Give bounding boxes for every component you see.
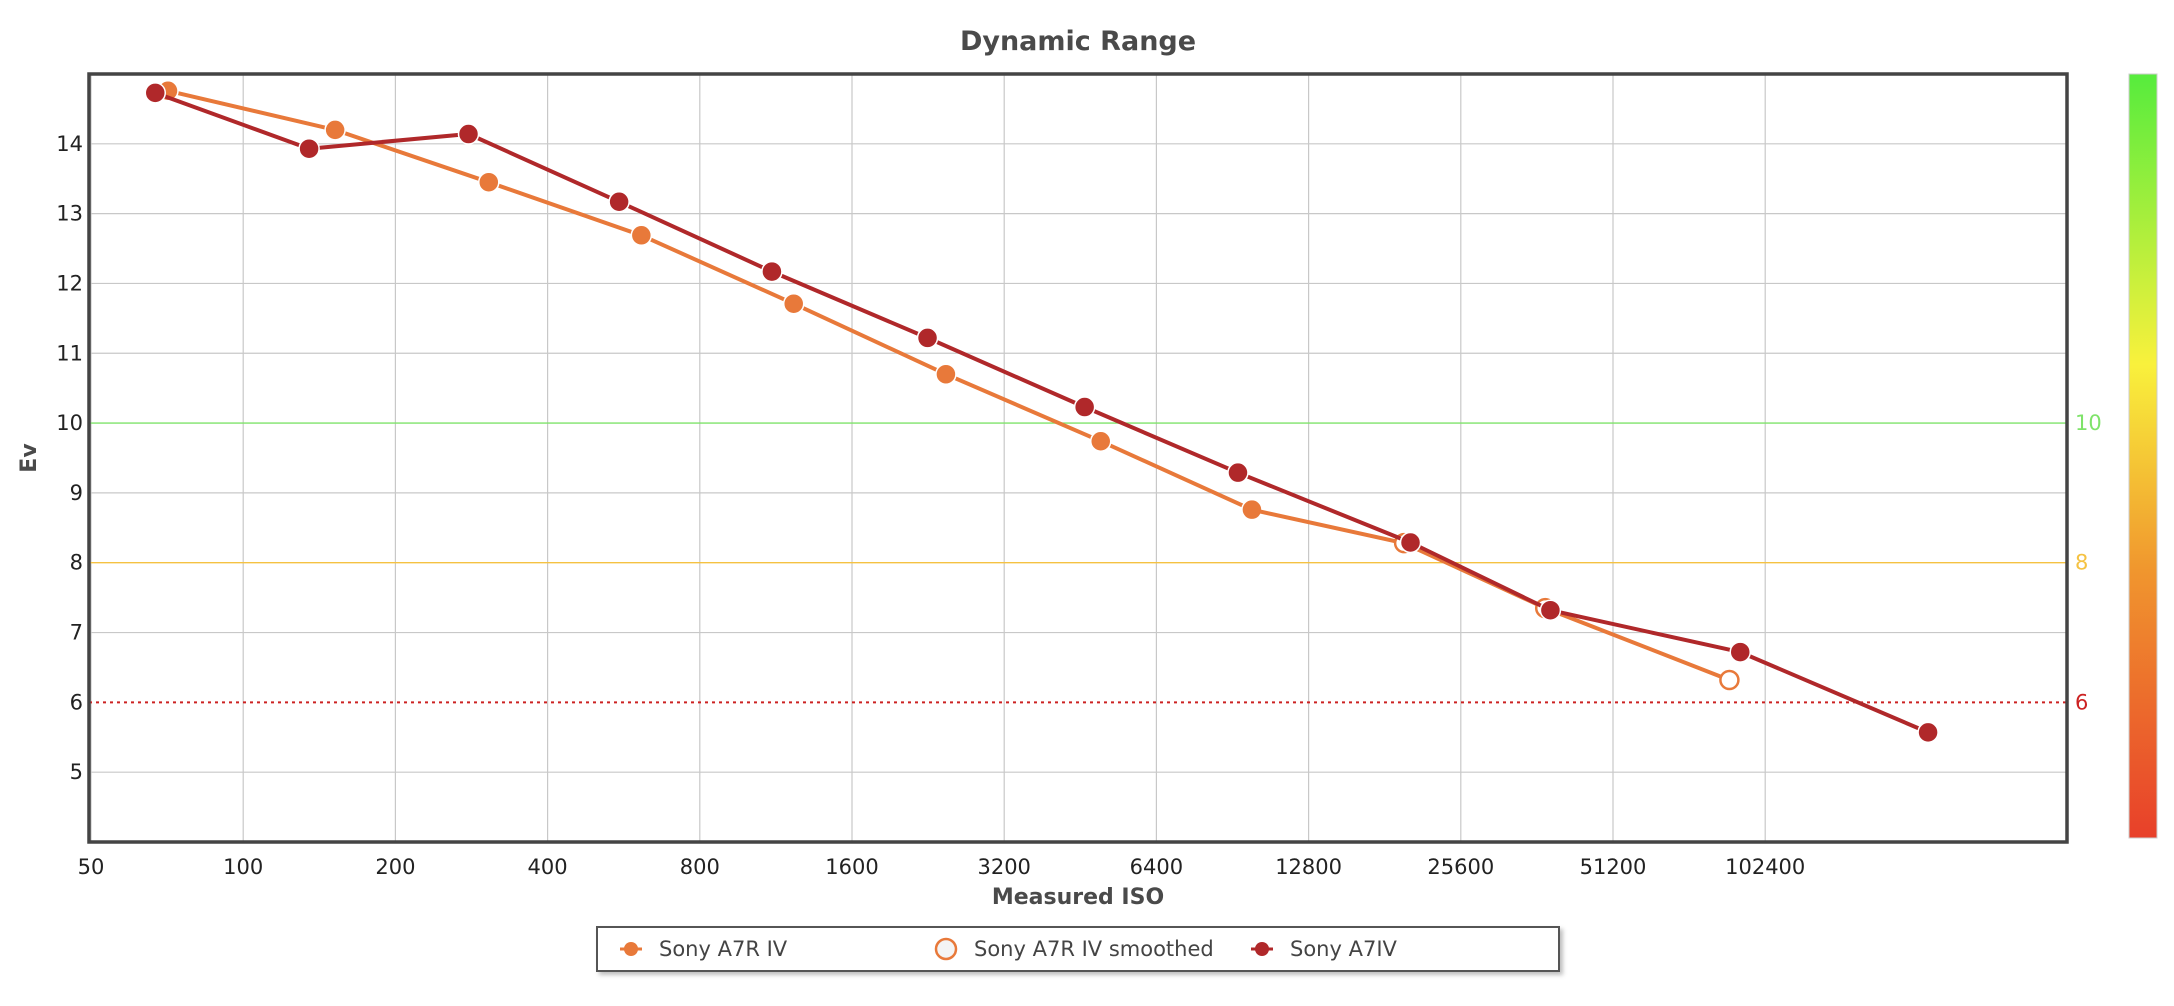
legend-marker bbox=[624, 942, 638, 956]
legend-label: Sony A7IV bbox=[1290, 937, 1398, 961]
data-point[interactable] bbox=[1719, 669, 1740, 691]
legend-item[interactable]: Sony A7IV bbox=[1251, 937, 1398, 961]
data-point[interactable] bbox=[1399, 531, 1422, 554]
legend-label: Sony A7R IV smoothed bbox=[974, 937, 1214, 961]
y-axis-title: Ev bbox=[17, 443, 42, 473]
x-tick-label: 51200 bbox=[1580, 855, 1647, 879]
data-point[interactable] bbox=[1729, 641, 1751, 663]
data-point[interactable] bbox=[935, 363, 957, 385]
y-tick-label: 13 bbox=[56, 202, 83, 226]
legend-label: Sony A7R IV bbox=[659, 937, 788, 961]
chart-title: Dynamic Range bbox=[960, 26, 1196, 57]
reference-label: 6 bbox=[2075, 690, 2088, 714]
x-tick-labels: 50 100 200 400 800 1600 3200 6400 12800 25600 5120… bbox=[78, 855, 1806, 879]
data-point[interactable] bbox=[1089, 430, 1112, 452]
legend-item[interactable]: Sony A7R IV smoothed bbox=[934, 937, 1214, 961]
data-point[interactable] bbox=[324, 119, 346, 141]
legend-marker bbox=[934, 937, 958, 961]
x-tick-label: 800 bbox=[680, 855, 720, 879]
data-point[interactable] bbox=[630, 224, 653, 247]
y-tick-label: 11 bbox=[56, 341, 83, 365]
data-point[interactable] bbox=[298, 137, 320, 160]
y-tick-label: 6 bbox=[70, 690, 83, 714]
series-1 bbox=[1251, 507, 1740, 691]
data-point[interactable] bbox=[916, 327, 939, 349]
data-point[interactable] bbox=[782, 292, 805, 315]
reference-lines bbox=[89, 422, 2067, 704]
series-2 bbox=[144, 82, 1939, 744]
y-tick-label: 5 bbox=[70, 760, 83, 784]
reference-label: 8 bbox=[2075, 551, 2088, 575]
x-tick-label: 1600 bbox=[825, 855, 878, 879]
x-tick-label: 25600 bbox=[1427, 855, 1494, 879]
y-tick-label: 12 bbox=[56, 271, 83, 295]
data-point[interactable] bbox=[608, 191, 630, 213]
x-axis-title: Measured ISO bbox=[992, 885, 1164, 910]
y-tick-label: 9 bbox=[70, 481, 83, 505]
y-tick-label: 10 bbox=[56, 411, 83, 435]
legend: Sony A7R IV Sony A7R IV smoothed Sony A7IV bbox=[596, 926, 1560, 972]
data-point[interactable] bbox=[761, 260, 783, 283]
data-point[interactable] bbox=[1539, 599, 1562, 621]
x-tick-label: 6400 bbox=[1130, 855, 1183, 879]
x-tick-label: 12800 bbox=[1275, 855, 1342, 879]
data-point[interactable] bbox=[478, 171, 500, 193]
series-group bbox=[144, 80, 1939, 744]
plot-area-frame bbox=[87, 72, 2069, 844]
legend-frame bbox=[596, 926, 1560, 972]
x-tick-label: 200 bbox=[375, 855, 415, 879]
reference-label: 10 bbox=[2075, 411, 2102, 435]
data-point[interactable] bbox=[144, 82, 167, 104]
series-line bbox=[154, 91, 1929, 735]
data-point[interactable] bbox=[1227, 461, 1249, 484]
series-line bbox=[1251, 507, 1731, 682]
y-tick-label: 7 bbox=[70, 621, 83, 645]
data-point[interactable] bbox=[1917, 721, 1939, 744]
colorbar bbox=[2128, 73, 2158, 839]
legend-item[interactable]: Sony A7R IV bbox=[620, 937, 788, 961]
y-tick-label: 14 bbox=[56, 132, 83, 156]
data-point[interactable] bbox=[1073, 396, 1096, 418]
series-0 bbox=[157, 80, 1263, 521]
y-tick-label: 8 bbox=[70, 551, 83, 575]
right-reference-labels: 10 8 6 bbox=[2075, 411, 2102, 714]
grid bbox=[89, 74, 2067, 842]
data-point[interactable] bbox=[457, 123, 480, 145]
x-tick-label: 102400 bbox=[1725, 855, 1805, 879]
x-tick-label: 100 bbox=[223, 855, 263, 879]
legend-marker bbox=[1255, 942, 1269, 956]
x-tick-label: 3200 bbox=[977, 855, 1030, 879]
x-tick-label: 50 bbox=[78, 855, 105, 879]
series-line bbox=[167, 88, 1253, 512]
x-tick-label: 400 bbox=[528, 855, 568, 879]
y-tick-labels: 5 6 7 8 9 10 11 12 13 14 bbox=[56, 132, 83, 784]
